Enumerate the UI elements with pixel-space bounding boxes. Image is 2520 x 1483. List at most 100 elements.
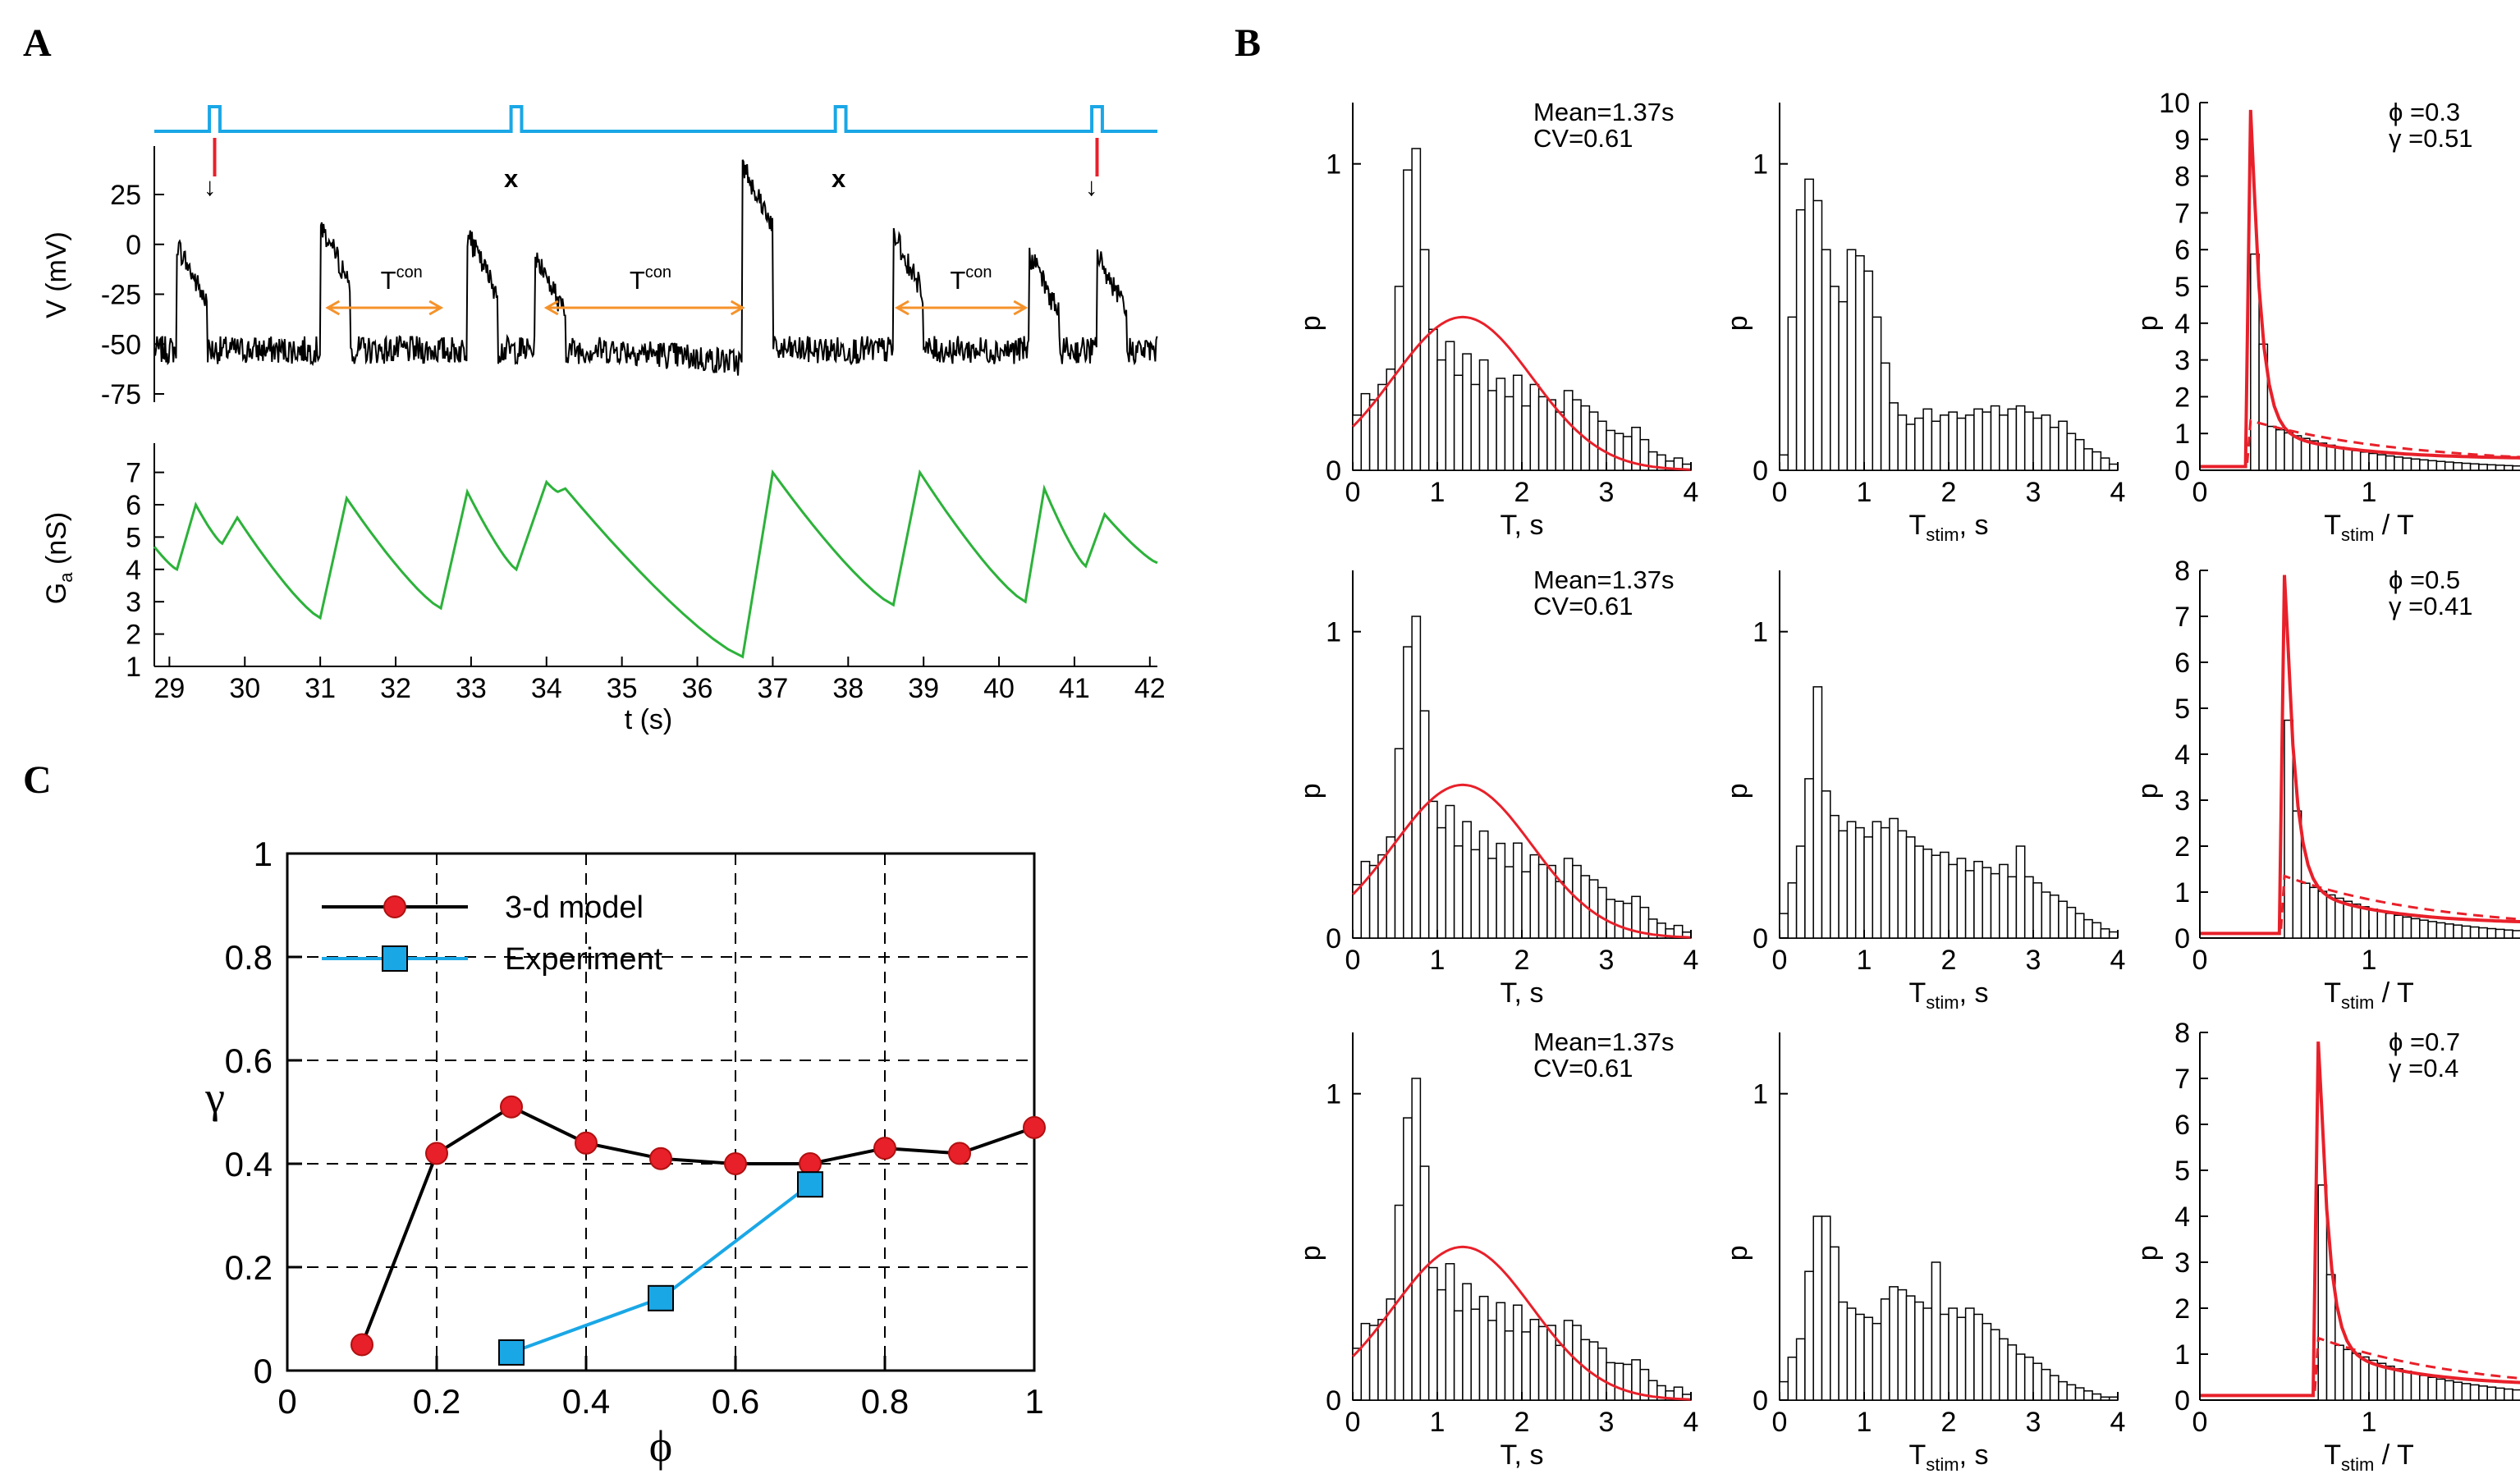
x-tick-label: 4 bbox=[2110, 477, 2126, 508]
interval-label: Tcon bbox=[950, 263, 992, 295]
stim-arrow-marker: ↓ bbox=[204, 172, 217, 201]
y-tick-label: 5 bbox=[2174, 693, 2190, 725]
y-tick-label: 6 bbox=[2174, 235, 2190, 266]
histogram-bar bbox=[1427, 1266, 1438, 1401]
histogram-bar bbox=[2309, 886, 2319, 939]
x-tick-label: 2 bbox=[1941, 945, 1957, 976]
histogram-bar bbox=[1462, 821, 1472, 939]
x-tick-label: 0 bbox=[1345, 1407, 1361, 1438]
histogram-bar bbox=[2343, 1348, 2353, 1401]
histogram-bar bbox=[2461, 1383, 2472, 1401]
legend-marker-model bbox=[383, 895, 406, 918]
stat-gamma: γ =0.41 bbox=[2389, 592, 2473, 620]
histogram-bar bbox=[1606, 899, 1616, 939]
legend: 3-d model Experiment bbox=[322, 890, 663, 977]
x-axis-label: Tstim, s bbox=[1908, 977, 1988, 1013]
histogram-bar bbox=[2495, 465, 2505, 471]
histogram-bar bbox=[2108, 1396, 2119, 1401]
histogram-bar bbox=[1597, 886, 1607, 939]
histogram-bar bbox=[2100, 928, 2110, 939]
y-tick-label: 0 bbox=[2174, 1385, 2190, 1417]
histogram-bar bbox=[1931, 854, 1941, 939]
histogram-bar bbox=[2007, 408, 2018, 471]
histogram-bar bbox=[1931, 1261, 1941, 1401]
histogram-bar bbox=[1830, 814, 1840, 939]
histogram-bar bbox=[1914, 417, 1924, 471]
histogram-bar bbox=[1411, 616, 1422, 939]
model-point bbox=[724, 1152, 747, 1175]
histogram-bar bbox=[1914, 845, 1924, 939]
histogram-bar bbox=[1478, 1295, 1489, 1401]
histogram-bar bbox=[1956, 858, 1967, 939]
histogram-bar bbox=[1563, 858, 1574, 939]
histogram-bar bbox=[2495, 1387, 2505, 1401]
x-tick-label: 0 bbox=[1772, 477, 1788, 508]
histogram-bar bbox=[1939, 851, 1950, 939]
histogram-bar bbox=[1863, 270, 1874, 471]
histogram-bar bbox=[2108, 931, 2119, 939]
experiment-point bbox=[498, 1339, 525, 1366]
y-tick-label: 0.2 bbox=[225, 1248, 273, 1287]
histogram-bar bbox=[1537, 396, 1548, 471]
x-tick-label: 1 bbox=[1430, 945, 1446, 976]
histogram-bar bbox=[1606, 1362, 1616, 1401]
histogram-bar bbox=[1453, 844, 1464, 939]
interval-arrowhead-left bbox=[325, 300, 341, 316]
histogram-bar bbox=[2469, 926, 2480, 939]
histogram-bar bbox=[2427, 921, 2438, 939]
histogram-bar bbox=[2092, 1393, 2102, 1401]
histogram-bar bbox=[1999, 863, 2009, 939]
x-tick-label: 0 bbox=[2192, 477, 2208, 508]
histogram-bar bbox=[2385, 1365, 2395, 1401]
histogram-bar bbox=[1872, 1322, 1882, 1401]
y-tick-label: 4 bbox=[2174, 739, 2190, 771]
histogram-bar bbox=[1872, 316, 1882, 471]
histogram-bar bbox=[2419, 1375, 2429, 1401]
histogram-bar bbox=[1779, 454, 1789, 471]
histogram-bar bbox=[1897, 1288, 1908, 1401]
histogram-bar bbox=[2385, 455, 2395, 471]
interval-arrowhead-right bbox=[730, 300, 745, 316]
histogram-bar bbox=[2435, 460, 2446, 471]
x-tick-label: 0 bbox=[1772, 945, 1788, 976]
histogram-bar bbox=[1537, 863, 1548, 939]
histogram-bar bbox=[2410, 1372, 2421, 1401]
histogram-bar bbox=[1812, 686, 1823, 939]
y-tick-label: 3 bbox=[2174, 785, 2190, 817]
histogram-bar bbox=[1368, 864, 1379, 939]
histogram-bar bbox=[2023, 411, 2034, 471]
voltage-trace bbox=[153, 159, 1158, 376]
histogram-bar bbox=[2041, 891, 2051, 939]
time-tick-label: 29 bbox=[153, 673, 185, 704]
phase-fit-solid bbox=[2200, 1041, 2520, 1398]
stim-arrow-marker: ↓ bbox=[1085, 172, 1098, 201]
histogram-bar bbox=[1597, 1347, 1607, 1401]
histogram-bar bbox=[2083, 448, 2093, 471]
conductance-tick-label: 5 bbox=[126, 522, 141, 553]
histogram-bar bbox=[2435, 922, 2446, 939]
histogram-bar bbox=[1795, 1338, 1806, 1401]
histogram-bar bbox=[1622, 1363, 1633, 1401]
histogram-bar bbox=[2478, 927, 2488, 939]
axis-ticks: 0 0.2 0.4 0.6 0.8 1 0 0.2 0.4 0.6 0.8 1 bbox=[225, 835, 1044, 1421]
histogram-bar bbox=[2300, 882, 2311, 939]
histogram-bar bbox=[2453, 462, 2463, 471]
histogram-bar bbox=[1512, 1304, 1523, 1401]
histogram-bar bbox=[2444, 461, 2454, 471]
histogram-bar bbox=[1360, 860, 1371, 939]
histogram-bar bbox=[1854, 1313, 1865, 1401]
histogram-bar bbox=[1931, 420, 1941, 471]
histogram-bar bbox=[2351, 450, 2362, 471]
histogram-bar bbox=[2427, 460, 2438, 471]
histogram-bar bbox=[1394, 748, 1404, 939]
histogram-bar bbox=[2023, 1356, 2034, 1401]
voltage-tick-label: -25 bbox=[101, 280, 141, 311]
histogram-bar bbox=[1948, 1307, 1959, 1401]
histogram-bar bbox=[2359, 451, 2370, 471]
histogram-bar bbox=[2334, 1344, 2344, 1401]
stat-phase: ϕ =0.5 bbox=[2389, 565, 2460, 594]
